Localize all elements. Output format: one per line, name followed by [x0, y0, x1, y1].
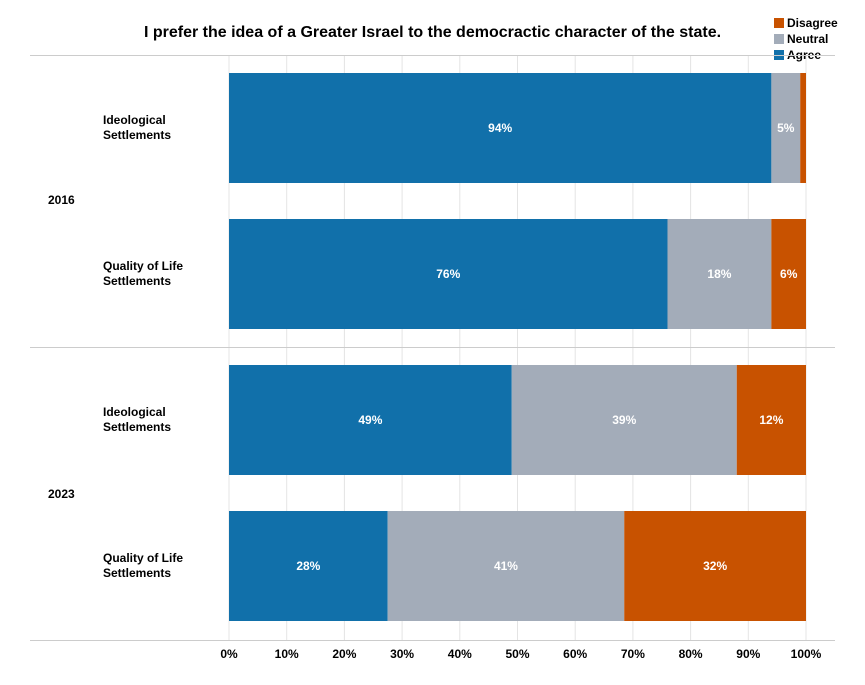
data-label: 6%	[780, 267, 798, 281]
x-tick-label: 80%	[678, 647, 703, 661]
data-label: 94%	[488, 121, 512, 135]
bar-segment-neutral	[667, 219, 772, 329]
chart-title: I prefer the idea of a Greater Israel to…	[143, 24, 722, 41]
x-tick-label: 60%	[563, 647, 588, 661]
category-label-2016-ideological: Ideological Settlements	[103, 113, 172, 142]
legend-item-disagree: Disagree	[774, 16, 838, 30]
group-label-2023: 2023	[48, 487, 75, 501]
x-tick-label: 10%	[274, 647, 299, 661]
category-label-2023-quality: Quality of Life Settlements	[103, 551, 184, 580]
bar-segment-disagree	[771, 219, 806, 329]
legend-swatch-neutral	[774, 34, 784, 44]
bar-segment-agree	[229, 73, 772, 183]
category-label-2023-ideological: Ideological Settlements	[103, 405, 172, 434]
data-label: 12%	[759, 413, 783, 427]
bar-segment-neutral	[511, 365, 737, 475]
data-label: 49%	[358, 413, 382, 427]
data-label: 28%	[296, 559, 320, 573]
category-label-2016-quality: Quality of Life Settlements	[103, 259, 184, 288]
data-label: 76%	[436, 267, 460, 281]
x-tick-label: 40%	[447, 647, 472, 661]
data-label: 32%	[703, 559, 727, 573]
legend-item-neutral: Neutral	[774, 32, 828, 46]
bar-segment-agree	[229, 219, 668, 329]
x-tick-label: 0%	[220, 647, 238, 661]
bar-segment-agree	[229, 365, 512, 475]
data-label: 39%	[612, 413, 636, 427]
x-tick-label: 20%	[332, 647, 357, 661]
data-label: 41%	[494, 559, 518, 573]
x-tick-label: 30%	[390, 647, 415, 661]
x-tick-label: 50%	[505, 647, 530, 661]
bar-segment-disagree	[800, 73, 806, 183]
bar-segment-neutral	[387, 511, 625, 621]
bar-segment-disagree	[624, 511, 806, 621]
legend-label-neutral: Neutral	[787, 32, 829, 46]
x-tick-label: 90%	[736, 647, 761, 661]
data-label: 5%	[777, 121, 795, 135]
bar-segment-agree	[229, 511, 388, 621]
x-tick-label: 70%	[620, 647, 645, 661]
data-label: 18%	[707, 267, 731, 281]
bar-segment-neutral	[771, 73, 801, 183]
legend-swatch-disagree	[774, 18, 784, 28]
group-label-2016: 2016	[48, 193, 75, 207]
bar-segment-disagree	[736, 365, 806, 475]
legend-label-disagree: Disagree	[787, 16, 838, 30]
x-tick-label: 100%	[790, 647, 822, 661]
